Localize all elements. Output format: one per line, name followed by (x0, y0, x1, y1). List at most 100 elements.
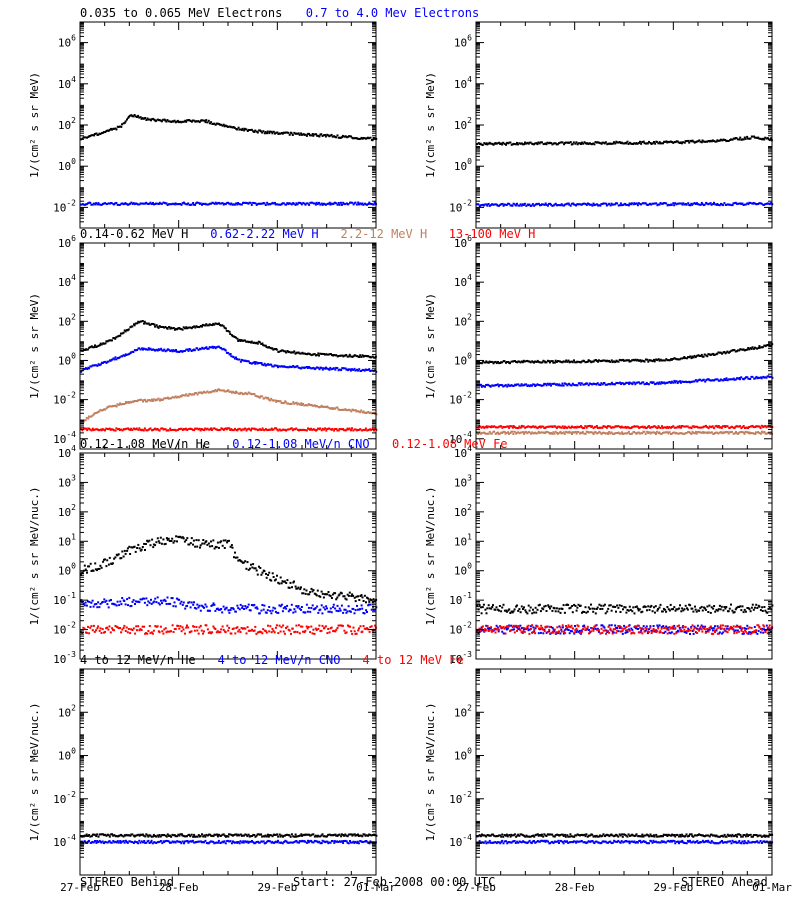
data-point (682, 357, 685, 360)
data-point (740, 348, 743, 351)
data-point (320, 133, 323, 136)
data-point (609, 360, 612, 363)
data-point (274, 610, 277, 613)
data-point (157, 203, 160, 205)
data-point (326, 593, 329, 596)
data-point (249, 567, 251, 570)
data-point (593, 143, 596, 146)
data-point (314, 607, 317, 610)
data-point (567, 603, 570, 606)
data-point (186, 624, 188, 627)
data-point (167, 348, 170, 351)
data-point (98, 629, 101, 632)
data-point (227, 629, 230, 632)
series-title: 13-100 MeV H (449, 227, 536, 241)
data-point (182, 120, 185, 123)
data-point (700, 379, 703, 382)
data-point (691, 430, 694, 433)
data-point (256, 395, 259, 398)
data-point (352, 429, 355, 432)
data-point (104, 558, 106, 561)
data-point (487, 361, 490, 364)
data-point (368, 603, 370, 606)
data-point (83, 427, 86, 430)
data-point (172, 120, 175, 123)
data-point (584, 425, 587, 428)
data-point (90, 134, 93, 137)
data-point (131, 629, 134, 631)
data-point (519, 203, 522, 206)
data-point (194, 427, 197, 430)
data-point (275, 427, 278, 430)
data-point (693, 380, 696, 383)
data-point (543, 203, 546, 206)
data-point (324, 135, 327, 138)
data-point (108, 202, 111, 205)
data-point (677, 141, 680, 144)
data-point (311, 133, 314, 135)
data-point (237, 559, 240, 562)
data-point (345, 136, 348, 139)
data-point (162, 398, 165, 401)
data-point (676, 382, 679, 384)
data-point (744, 137, 747, 140)
data-point (529, 141, 532, 144)
data-point (207, 609, 210, 612)
data-point (275, 348, 278, 351)
data-point (577, 360, 580, 363)
data-point (608, 425, 611, 428)
data-point (673, 431, 676, 434)
data-point (84, 367, 87, 370)
data-point (741, 138, 744, 141)
data-point (751, 424, 754, 427)
data-point (504, 203, 507, 206)
data-point (477, 383, 480, 386)
data-point (338, 593, 341, 596)
data-point (348, 135, 351, 138)
data-point (339, 136, 342, 139)
data-point (151, 400, 154, 402)
data-point (709, 354, 712, 356)
data-point (136, 629, 138, 632)
data-point (374, 624, 377, 627)
data-point (108, 427, 111, 430)
data-point (350, 630, 353, 633)
data-point (308, 203, 311, 206)
data-point (326, 353, 329, 356)
data-point (217, 345, 220, 348)
data-point (516, 604, 518, 607)
data-point (187, 326, 190, 329)
data-point (489, 142, 492, 145)
data-point (213, 603, 216, 606)
data-point (369, 626, 372, 628)
data-point (285, 401, 288, 404)
data-point (178, 627, 181, 630)
data-point (480, 426, 483, 429)
data-point (558, 607, 561, 610)
data-point (505, 143, 507, 146)
data-point (545, 143, 548, 146)
data-point (120, 428, 123, 431)
data-point (537, 360, 540, 363)
data-point (274, 626, 277, 629)
data-point (83, 627, 86, 630)
data-point (368, 630, 371, 633)
data-point (174, 628, 177, 631)
data-point (287, 428, 290, 431)
data-point (136, 547, 139, 549)
data-point (230, 607, 233, 610)
data-point (643, 142, 646, 145)
data-point (186, 394, 189, 397)
data-point (195, 626, 198, 628)
data-point (324, 203, 327, 206)
data-point (628, 359, 630, 362)
data-point (207, 119, 210, 122)
data-point (277, 203, 280, 206)
data-point (595, 383, 598, 386)
data-point (104, 600, 107, 603)
data-point (219, 202, 221, 205)
data-point (311, 428, 314, 431)
data-point (347, 355, 350, 358)
data-point (354, 409, 357, 412)
